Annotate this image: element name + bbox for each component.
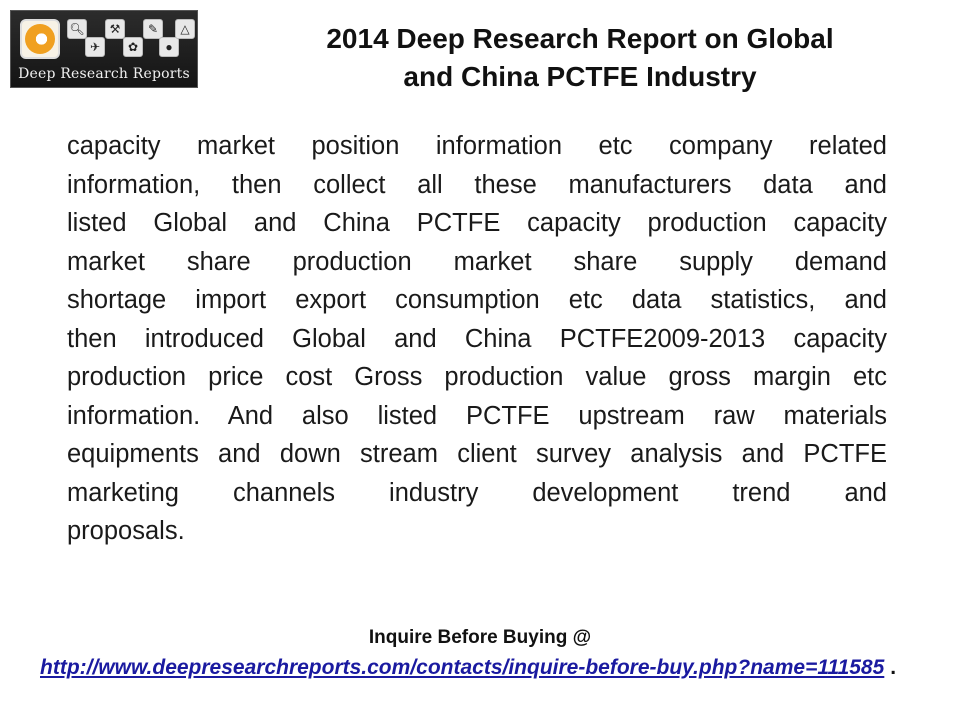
report-description: capacity market position information etc… [67, 127, 887, 551]
company-logo: 🔍︎ ✈︎ ⚒︎ ✿ ✎ ● △ Deep Research Reports [10, 10, 198, 88]
body-line: production price cost Gross production v… [67, 363, 887, 391]
lightbulb-icon: ● [159, 37, 179, 57]
body-line: then introduced Global and China PCTFE20… [67, 324, 887, 353]
inquire-label: Inquire Before Buying @ [368, 627, 592, 648]
body-line: equipments and down stream client survey… [67, 440, 887, 468]
body-line: information. And also listed PCTFE upstr… [67, 401, 887, 430]
puzzle-icon: ✿ [123, 37, 143, 57]
title-line-2: and China PCTFE Industry [403, 61, 757, 92]
page-title: 2014 Deep Research Report on Global and … [250, 20, 910, 96]
airplane-icon: ✈︎ [85, 37, 105, 57]
body-line: listed Global and China PCTFE capacity p… [67, 209, 887, 237]
logo-text: Deep Research Reports [18, 66, 190, 82]
wrench-icon: ⚒︎ [105, 19, 125, 39]
inquire-link[interactable]: http://www.deepresearchreports.com/conta… [40, 656, 885, 679]
pencil-icon: ✎ [143, 19, 163, 39]
body-line: information, then collect all these manu… [67, 170, 887, 199]
magnifier-icon: 🔍︎ [67, 19, 87, 39]
body-line: shortage import export consumption etc d… [67, 286, 887, 314]
inquire-link-row: http://www.deepresearchreports.com/conta… [40, 656, 940, 680]
globe-icon [20, 19, 60, 59]
body-line: capacity market position information etc… [67, 132, 887, 160]
trailing-period: . [890, 656, 897, 679]
title-line-1: 2014 Deep Research Report on Global [326, 23, 834, 54]
body-line: proposals. [67, 517, 185, 545]
flask-icon: △ [175, 19, 195, 39]
body-line: market share production market share sup… [67, 247, 887, 276]
body-line: marketing channels industry development … [67, 478, 887, 507]
